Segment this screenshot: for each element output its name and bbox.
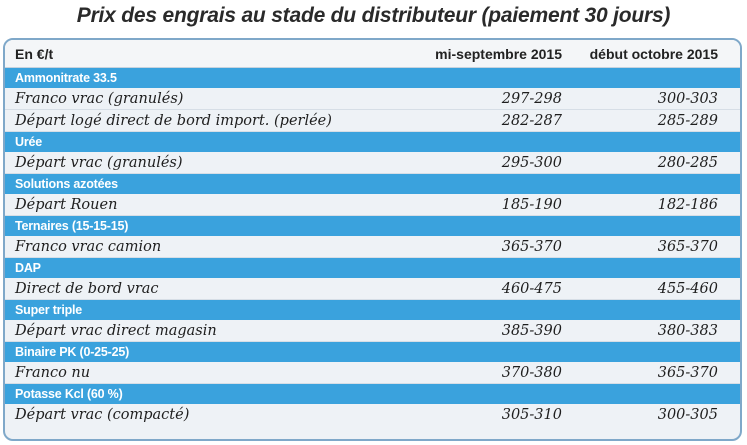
table-header: En €/t mi-septembre 2015 début octobre 2… xyxy=(5,40,740,68)
row-value-october: 182-186 xyxy=(657,196,718,213)
row-label: Direct de bord vrac xyxy=(15,280,159,297)
row-value-october: 300-303 xyxy=(657,90,718,107)
row-value-september: 385-390 xyxy=(501,322,562,339)
row-label: Franco vrac (granulés) xyxy=(15,90,184,107)
category-row: Super triple xyxy=(5,300,740,320)
row-value-september: 185-190 xyxy=(501,196,562,213)
table-group: Binaire PK (0-25-25) Franco nu 370-380 3… xyxy=(5,342,740,384)
category-row: Urée xyxy=(5,132,740,152)
row-value-september: 282-287 xyxy=(501,112,562,129)
row-label: Départ vrac (compacté) xyxy=(15,407,190,423)
table-row: Direct de bord vrac 460-475 455-460 xyxy=(5,278,740,300)
category-row: Ammonitrate 33.5 xyxy=(5,68,740,88)
row-value-september: 305-310 xyxy=(501,407,562,423)
row-label: Départ vrac direct magasin xyxy=(15,322,217,339)
table-group: Solutions azotées Départ Rouen 185-190 1… xyxy=(5,174,740,216)
table-row: Départ vrac direct magasin 385-390 380-3… xyxy=(5,320,740,342)
row-label: Départ vrac (granulés) xyxy=(15,154,183,171)
row-value-september: 365-370 xyxy=(501,238,562,255)
header-col-october: début octobre 2015 xyxy=(589,45,718,62)
row-value-october: 365-370 xyxy=(657,364,718,381)
table-group: DAP Direct de bord vrac 460-475 455-460 xyxy=(5,258,740,300)
row-label: Franco vrac camion xyxy=(15,238,162,255)
table-group: Potasse Kcl (60 %) Départ vrac (compacté… xyxy=(5,384,740,426)
row-value-october: 300-305 xyxy=(657,407,718,423)
row-value-september: 370-380 xyxy=(501,364,562,381)
category-row: Ternaires (15-15-15) xyxy=(5,216,740,236)
table-row: Franco vrac camion 365-370 365-370 xyxy=(5,236,740,258)
row-value-october: 455-460 xyxy=(657,280,718,297)
table-group: Super triple Départ vrac direct magasin … xyxy=(5,300,740,342)
row-value-september: 295-300 xyxy=(501,154,562,171)
table-group: Ammonitrate 33.5 Franco vrac (granulés) … xyxy=(5,68,740,132)
header-col-september: mi-septembre 2015 xyxy=(435,45,562,62)
row-label: Départ logé direct de bord import. (perl… xyxy=(15,112,332,129)
category-row: DAP xyxy=(5,258,740,278)
table-row: Franco nu 370-380 365-370 xyxy=(5,362,740,384)
row-value-october: 365-370 xyxy=(657,238,718,255)
row-value-september: 297-298 xyxy=(501,90,562,107)
page-title: Prix des engrais au stade du distributeu… xyxy=(76,4,671,27)
table-row: Départ logé direct de bord import. (perl… xyxy=(5,110,740,132)
row-value-october: 285-289 xyxy=(657,112,718,129)
row-label: Franco nu xyxy=(15,364,91,381)
table-row: Départ Rouen 185-190 182-186 xyxy=(5,194,740,216)
row-value-september: 460-475 xyxy=(501,280,562,297)
category-row: Potasse Kcl (60 %) xyxy=(5,384,740,404)
table-row: Départ vrac (compacté) 305-310 300-305 xyxy=(5,404,740,426)
table-group: Ternaires (15-15-15) Franco vrac camion … xyxy=(5,216,740,258)
row-value-october: 280-285 xyxy=(657,154,718,171)
header-unit: En €/t xyxy=(15,45,54,62)
category-row: Binaire PK (0-25-25) xyxy=(5,342,740,362)
table-row: Départ vrac (granulés) 295-300 280-285 xyxy=(5,152,740,174)
category-row: Solutions azotées xyxy=(5,174,740,194)
row-label: Départ Rouen xyxy=(15,196,118,213)
table-group: Urée Départ vrac (granulés) 295-300 280-… xyxy=(5,132,740,174)
price-table: En €/t mi-septembre 2015 début octobre 2… xyxy=(3,38,742,441)
row-value-october: 380-383 xyxy=(657,322,718,339)
table-row: Franco vrac (granulés) 297-298 300-303 xyxy=(5,88,740,110)
